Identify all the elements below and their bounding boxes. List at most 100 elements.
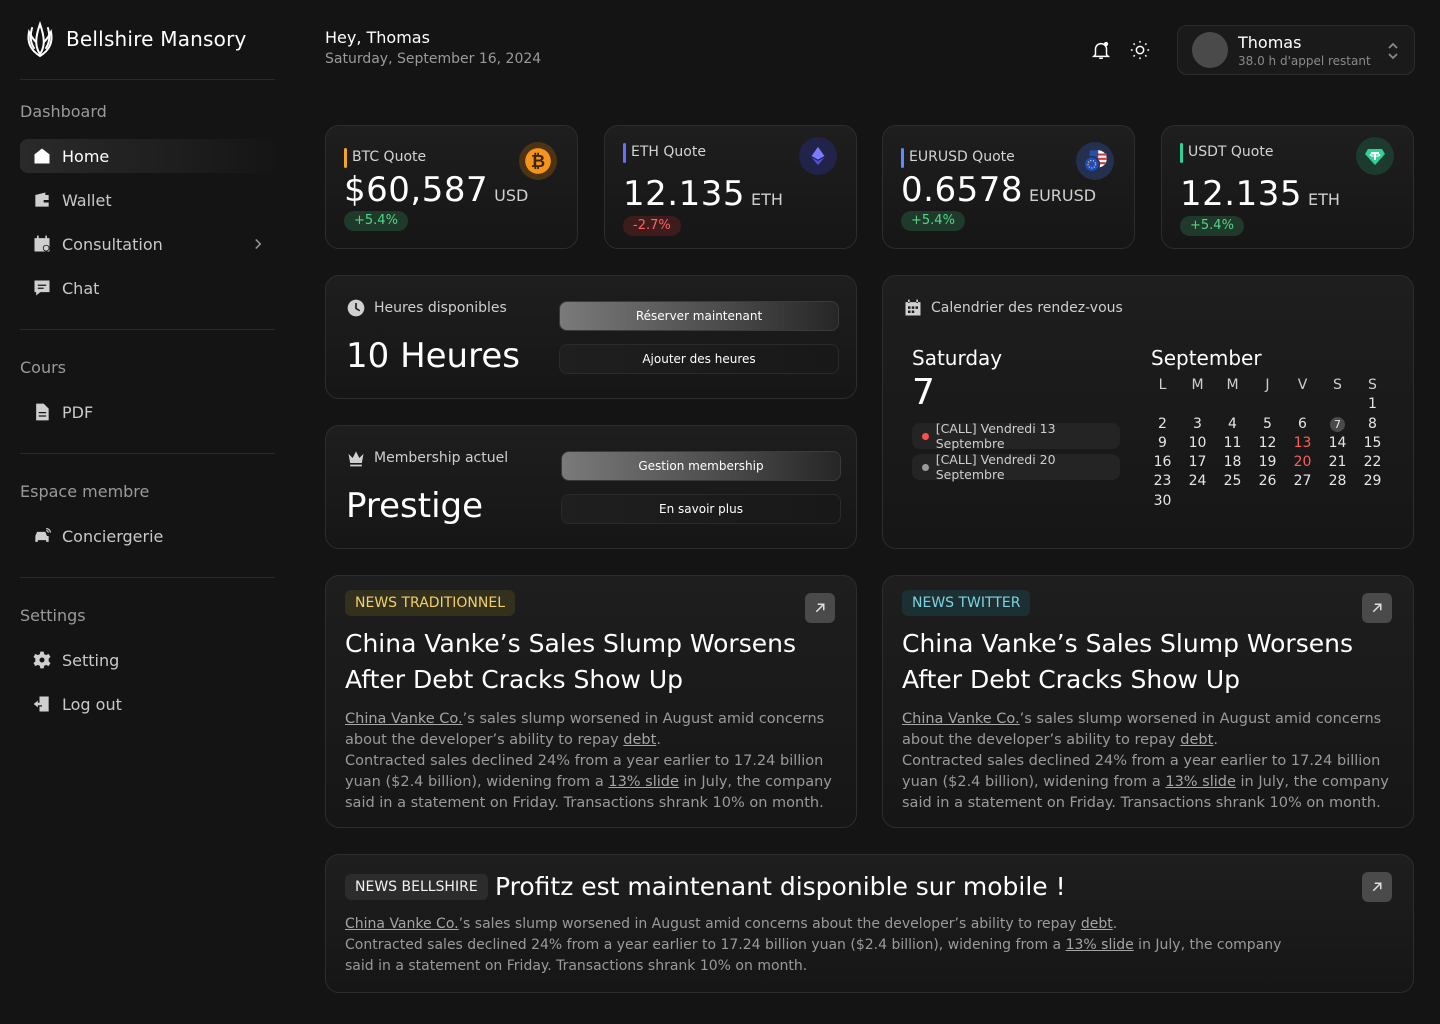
avatar bbox=[1192, 32, 1228, 68]
calendar-day[interactable]: 16 bbox=[1153, 454, 1172, 471]
divider bbox=[20, 79, 275, 80]
calendar-day[interactable]: 21 bbox=[1328, 454, 1347, 471]
chat-icon bbox=[32, 278, 52, 298]
home-icon bbox=[32, 146, 52, 166]
flame-crest-logo-icon bbox=[27, 21, 53, 57]
quote-card-eth[interactable]: ETH Quote 12.135 ETH -2.7% bbox=[604, 125, 857, 249]
calendar-day[interactable]: 18 bbox=[1223, 454, 1242, 471]
bitcoin-icon: ₿ bbox=[519, 142, 557, 180]
brand-logo[interactable]: Bellshire Mansory bbox=[24, 20, 247, 58]
brand-name: Bellshire Mansory bbox=[66, 27, 247, 51]
calendar-day[interactable]: 10 bbox=[1188, 434, 1207, 451]
calendar-day[interactable]: 7 bbox=[1320, 415, 1355, 434]
news-link[interactable]: debt bbox=[623, 732, 657, 748]
news-tag: NEWS TWITTER bbox=[902, 590, 1031, 616]
open-external-arrow-icon[interactable] bbox=[805, 593, 835, 623]
calendar-day[interactable]: 24 bbox=[1188, 473, 1207, 490]
calendar-day[interactable]: 6 bbox=[1298, 415, 1307, 432]
ethereum-icon bbox=[799, 137, 837, 175]
news-link[interactable]: China Vanke Co. bbox=[345, 916, 459, 932]
calendar-day[interactable]: 12 bbox=[1258, 434, 1277, 451]
user-name: Thomas bbox=[1238, 32, 1302, 52]
quote-amount: 12.135 bbox=[1180, 174, 1302, 214]
quote-amount: $60,587 bbox=[344, 170, 489, 210]
learn-more-button[interactable]: En savoir plus bbox=[561, 494, 841, 524]
news-text: ’s sales slump worsened in August amid c… bbox=[458, 916, 1081, 932]
news-text: Contracted sales declined 24% from a yea… bbox=[902, 753, 1381, 790]
news-text: ’s sales slump worsened in August amid c… bbox=[902, 711, 1382, 748]
news-card-twitter: NEWS TWITTER China Vanke’s Sales Slump W… bbox=[882, 575, 1414, 828]
calendar-day[interactable]: 22 bbox=[1363, 454, 1382, 471]
quote-card-eurusd[interactable]: EURUSD Quote 0.6578 EURUSD +5.4% bbox=[882, 125, 1135, 249]
news-link[interactable]: 13% slide bbox=[608, 774, 679, 790]
calendar-day[interactable]: 8 bbox=[1368, 415, 1377, 432]
sidebar-item-conciergerie[interactable]: Conciergerie bbox=[20, 519, 275, 553]
calendar-day[interactable]: 29 bbox=[1363, 473, 1382, 490]
news-link[interactable]: 13% slide bbox=[1165, 774, 1236, 790]
calendar-day[interactable]: 4 bbox=[1228, 415, 1237, 432]
quote-value: 0.6578 EURUSD bbox=[901, 170, 1096, 210]
event-dot bbox=[922, 463, 929, 471]
news-link[interactable]: debt bbox=[1080, 916, 1113, 932]
event-item[interactable]: [CALL] Vendredi 13 Septembre bbox=[912, 421, 1120, 451]
sidebar-item-wallet[interactable]: Wallet bbox=[20, 183, 275, 217]
theme-toggle-sun-icon[interactable] bbox=[1128, 38, 1152, 62]
calendar-day[interactable]: 1 bbox=[1368, 396, 1377, 413]
quote-card-usdt[interactable]: USDT Quote 12.135 ETH +5.4% bbox=[1161, 125, 1414, 249]
event-item[interactable]: [CALL] Vendredi 20 Septembre bbox=[912, 452, 1120, 482]
calendar-day[interactable]: 13 bbox=[1293, 434, 1312, 451]
open-external-arrow-icon[interactable] bbox=[1362, 872, 1392, 902]
user-call-hours: 38.0 h d'appel restant bbox=[1238, 53, 1371, 68]
sidebar-item-label: Conciergerie bbox=[62, 526, 164, 546]
news-link[interactable]: China Vanke Co. bbox=[345, 711, 463, 727]
calendar-day[interactable]: 3 bbox=[1193, 415, 1202, 432]
manage-membership-button[interactable]: Gestion membership bbox=[561, 451, 841, 481]
user-menu[interactable]: Thomas 38.0 h d'appel restant bbox=[1177, 25, 1415, 75]
open-external-arrow-icon[interactable] bbox=[1362, 593, 1392, 623]
calendar-day[interactable]: 20 bbox=[1293, 454, 1312, 471]
news-text: Contracted sales declined 24% from a yea… bbox=[345, 937, 1066, 953]
sidebar-item-consultation[interactable]: Consultation bbox=[20, 227, 275, 261]
calendar-day[interactable]: 5 bbox=[1263, 415, 1272, 432]
calendar-day[interactable]: 14 bbox=[1328, 434, 1347, 451]
add-hours-button[interactable]: Ajouter des heures bbox=[559, 344, 839, 374]
quote-unit: ETH bbox=[750, 190, 783, 209]
calendar-day[interactable]: 2 bbox=[1158, 415, 1167, 432]
eu-us-flag-icon bbox=[1076, 142, 1114, 180]
news-text: ’s sales slump worsened in August amid c… bbox=[345, 711, 825, 748]
car-icon bbox=[32, 526, 52, 546]
weekday-header: V bbox=[1297, 377, 1308, 393]
sidebar-item-logout[interactable]: Log out bbox=[20, 687, 275, 721]
calendar-day[interactable]: 30 bbox=[1153, 492, 1172, 509]
notification-bell-icon[interactable] bbox=[1089, 38, 1113, 62]
calendar-day[interactable]: 19 bbox=[1258, 454, 1277, 471]
calendar-day[interactable]: 17 bbox=[1188, 454, 1207, 471]
calendar-day[interactable]: 23 bbox=[1153, 473, 1172, 490]
quote-unit: ETH bbox=[1307, 190, 1340, 209]
news-title: China Vanke’s Sales Slump Worsens After … bbox=[902, 629, 1353, 694]
quote-card-btc[interactable]: BTC Quote $60,587 USD +5.4% ₿ bbox=[325, 125, 578, 249]
calendar-day[interactable]: 15 bbox=[1363, 434, 1382, 451]
news-link[interactable]: debt bbox=[1180, 732, 1214, 748]
sidebar-item-setting[interactable]: Setting bbox=[20, 643, 275, 677]
calendar-day[interactable]: 11 bbox=[1223, 434, 1242, 451]
section-title-dashboard: Dashboard bbox=[20, 102, 107, 121]
sidebar-item-home[interactable]: Home bbox=[20, 139, 275, 173]
sidebar-item-chat[interactable]: Chat bbox=[20, 271, 275, 305]
calendar-day[interactable]: 28 bbox=[1328, 473, 1347, 490]
calendar-label-text: Calendrier des rendez-vous bbox=[931, 300, 1123, 316]
calendar-month: September bbox=[1151, 346, 1262, 370]
news-link[interactable]: 13% slide bbox=[1065, 937, 1134, 953]
news-text: in July, the company said in a statement… bbox=[345, 937, 1282, 974]
calendar-day[interactable]: 25 bbox=[1223, 473, 1242, 490]
news-link[interactable]: China Vanke Co. bbox=[902, 711, 1020, 727]
news-text: in July, the company said in a statement… bbox=[345, 774, 832, 811]
news-tag: NEWS TRADITIONNEL bbox=[345, 590, 515, 616]
calendar-day[interactable]: 9 bbox=[1158, 434, 1167, 451]
sidebar-item-label: Log out bbox=[62, 694, 122, 714]
chevron-up-down-icon bbox=[1386, 40, 1400, 62]
calendar-day[interactable]: 27 bbox=[1293, 473, 1312, 490]
sidebar-item-pdf[interactable]: PDF bbox=[20, 395, 275, 429]
reserve-now-button[interactable]: Réserver maintenant bbox=[559, 301, 839, 331]
calendar-day[interactable]: 26 bbox=[1258, 473, 1277, 490]
